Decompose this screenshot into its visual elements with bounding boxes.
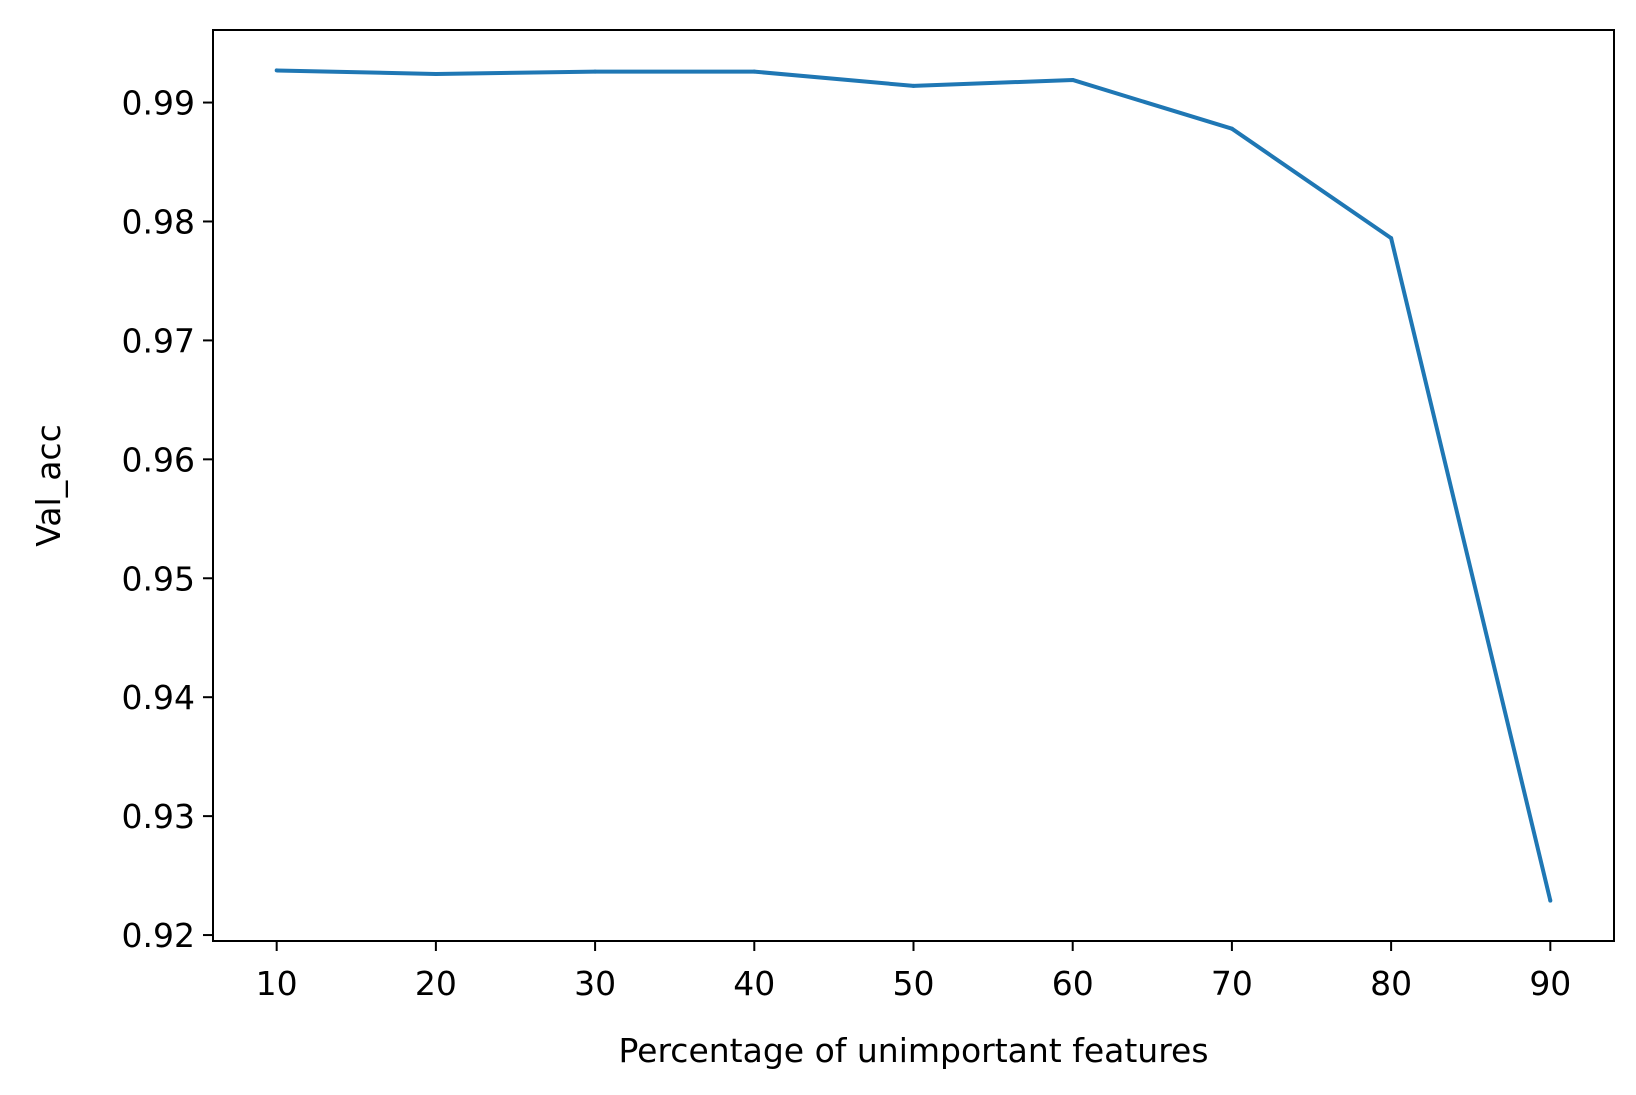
x-tick-label: 40 [733,964,775,1003]
x-tick-label: 90 [1529,964,1571,1003]
x-tick-label: 60 [1052,964,1094,1003]
x-tick-label: 10 [256,964,298,1003]
x-tick-label: 20 [415,964,457,1003]
data-point [274,68,279,73]
data-point [911,83,916,88]
plot-frame [212,29,1615,942]
y-tick-label: 0.98 [122,202,195,241]
data-point [1389,236,1394,241]
data-point [1070,77,1075,82]
x-axis-label: Percentage of unimportant features [618,1031,1208,1070]
y-tick-label: 0.97 [122,321,195,360]
x-tick-label: 30 [574,964,616,1003]
data-point [593,69,598,74]
y-tick-label: 0.94 [122,678,195,717]
y-axis-ticks: 0.92 0.93 0.94 0.95 0.96 0.97 0.98 0.99 [122,84,213,955]
x-axis-ticks: 10 20 30 40 50 60 70 80 90 [256,941,1571,1003]
data-point [433,72,438,77]
x-tick-label: 50 [893,964,935,1003]
data-point [752,69,757,74]
plot-area [213,30,1614,941]
data-point [1548,898,1553,903]
y-tick-label: 0.96 [122,440,195,479]
y-axis-label: Val_acc [29,424,68,546]
y-tick-label: 0.92 [122,916,195,955]
y-tick-label: 0.99 [122,84,195,123]
x-tick-label: 80 [1370,964,1412,1003]
data-points [274,68,1553,903]
x-tick-label: 70 [1211,964,1253,1003]
y-tick-label: 0.95 [122,559,195,598]
y-tick-label: 0.93 [122,797,195,836]
data-point [1229,126,1234,131]
